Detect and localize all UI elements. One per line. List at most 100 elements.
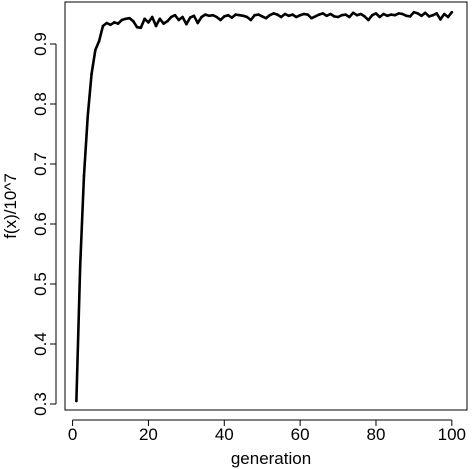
x-tick-label: 100 bbox=[438, 425, 466, 444]
x-tick-label: 20 bbox=[139, 425, 158, 444]
data-point bbox=[382, 12, 385, 16]
data-point bbox=[321, 12, 325, 15]
x-tick-label: 40 bbox=[215, 425, 234, 444]
data-point bbox=[257, 13, 260, 16]
series-line bbox=[75, 10, 454, 403]
data-point bbox=[94, 48, 97, 52]
data-point bbox=[408, 15, 412, 18]
data-point bbox=[101, 24, 105, 28]
data-point bbox=[241, 14, 245, 18]
data-point bbox=[222, 15, 226, 18]
data-point bbox=[298, 13, 302, 17]
data-point bbox=[272, 12, 275, 15]
data-point bbox=[374, 12, 378, 15]
data-point bbox=[439, 18, 442, 21]
x-tick-label: 0 bbox=[68, 425, 77, 444]
data-point bbox=[181, 15, 184, 19]
y-tick-label: 0.3 bbox=[31, 392, 50, 416]
data-point bbox=[211, 13, 215, 17]
data-point bbox=[393, 13, 397, 17]
data-point bbox=[325, 14, 328, 18]
data-point bbox=[219, 18, 222, 22]
data-point bbox=[188, 16, 192, 19]
data-point bbox=[295, 15, 298, 19]
data-point bbox=[204, 13, 207, 16]
y-axis-label: f(x)/10^7 bbox=[1, 173, 20, 239]
data-point bbox=[169, 15, 173, 19]
data-point bbox=[386, 14, 389, 18]
data-point bbox=[97, 39, 101, 43]
data-point bbox=[367, 18, 370, 22]
data-point bbox=[162, 22, 165, 25]
data-point bbox=[196, 21, 200, 25]
data-point bbox=[450, 10, 454, 14]
data-point bbox=[128, 16, 131, 20]
data-point bbox=[317, 13, 321, 16]
data-point bbox=[109, 23, 112, 27]
data-point bbox=[139, 26, 143, 30]
x-tick-label: 60 bbox=[291, 425, 310, 444]
y-tick-label: 0.9 bbox=[31, 32, 50, 56]
data-point bbox=[412, 10, 416, 14]
data-point bbox=[264, 16, 268, 20]
data-point bbox=[302, 12, 306, 16]
data-point bbox=[351, 11, 355, 15]
data-point bbox=[397, 12, 401, 15]
data-point bbox=[124, 17, 127, 21]
data-point bbox=[200, 15, 203, 19]
data-point bbox=[113, 21, 116, 24]
data-point bbox=[336, 15, 340, 19]
data-point bbox=[287, 14, 291, 18]
x-tick-label: 80 bbox=[367, 425, 386, 444]
data-point bbox=[363, 15, 366, 18]
data-point bbox=[446, 15, 450, 19]
data-point bbox=[340, 13, 344, 17]
data-point bbox=[173, 13, 177, 17]
data-point bbox=[314, 15, 317, 18]
data-point bbox=[370, 13, 374, 17]
data-point bbox=[207, 14, 211, 18]
data-point bbox=[116, 22, 120, 25]
y-tick-label: 0.5 bbox=[31, 272, 50, 296]
data-point bbox=[215, 15, 218, 19]
data-point bbox=[105, 21, 109, 25]
data-point bbox=[427, 15, 431, 18]
data-point bbox=[192, 14, 196, 18]
x-axis: 0 20 40 60 80 100 bbox=[68, 419, 466, 444]
y-tick-label: 0.6 bbox=[31, 212, 50, 236]
data-point bbox=[329, 12, 332, 16]
data-point bbox=[166, 19, 169, 23]
data-point bbox=[78, 264, 82, 268]
data-point bbox=[378, 15, 382, 19]
data-point bbox=[143, 17, 146, 21]
data-point bbox=[389, 13, 393, 16]
data-point bbox=[82, 174, 86, 178]
data-point bbox=[310, 16, 313, 20]
data-point bbox=[135, 25, 139, 29]
plot-frame bbox=[64, 1, 468, 411]
data-point bbox=[423, 11, 427, 15]
data-point bbox=[131, 19, 135, 23]
data-point bbox=[245, 15, 249, 19]
data-point bbox=[86, 114, 90, 118]
data-point bbox=[435, 12, 438, 15]
data-point bbox=[120, 18, 124, 22]
data-point bbox=[283, 12, 287, 16]
data-point bbox=[276, 13, 279, 16]
data-point bbox=[253, 13, 256, 17]
data-point bbox=[355, 13, 359, 17]
data-point bbox=[306, 13, 310, 16]
data-point bbox=[416, 12, 419, 15]
data-point bbox=[234, 13, 237, 16]
data-point bbox=[230, 16, 234, 19]
data-point bbox=[442, 12, 446, 16]
y-tick-label: 0.8 bbox=[31, 92, 50, 116]
x-axis-label: generation bbox=[231, 449, 311, 468]
data-point bbox=[401, 12, 404, 16]
data-point bbox=[158, 17, 162, 21]
data-point bbox=[348, 15, 351, 19]
data-point bbox=[90, 72, 93, 76]
y-tick-label: 0.7 bbox=[31, 152, 50, 176]
data-point bbox=[279, 15, 283, 19]
y-axis: 0.3 0.4 0.5 0.6 0.7 0.8 0.9 bbox=[31, 32, 57, 416]
